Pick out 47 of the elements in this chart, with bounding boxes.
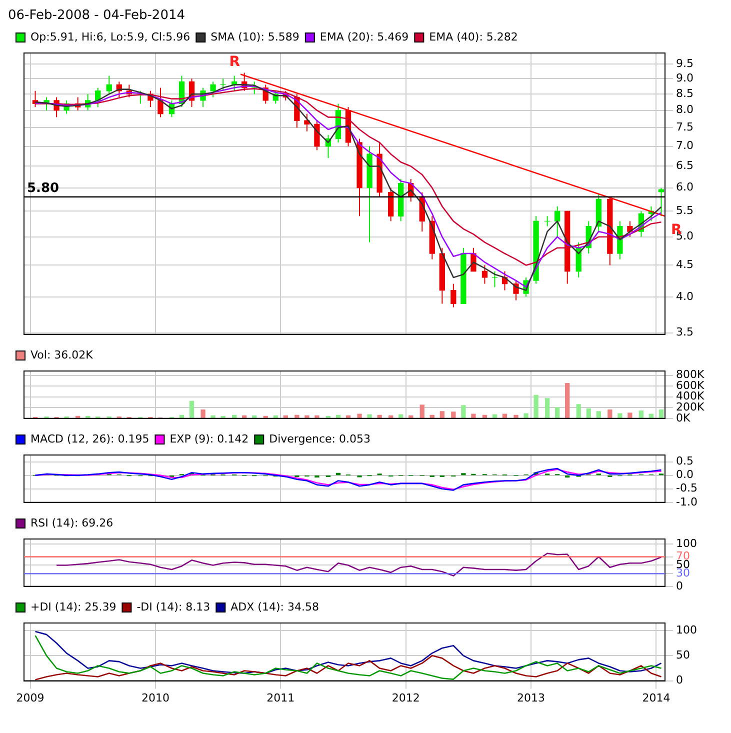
x-tick-label: 2014 bbox=[642, 691, 670, 704]
y-tick-label: 7.5 bbox=[676, 120, 694, 134]
x-tick-label: 2010 bbox=[141, 691, 170, 704]
y-tick-label: 6.5 bbox=[676, 159, 694, 172]
y-tick-label: 8.5 bbox=[676, 86, 694, 100]
legend-label: SMA (10): 5.589 bbox=[210, 30, 300, 44]
legend-label: -DI (14): 8.13 bbox=[136, 600, 210, 614]
legend-label: Op:5.91, Hi:6, Lo:5.9, Cl:5.96 bbox=[30, 30, 190, 44]
chart-title: 06-Feb-2008 - 04-Feb-2014 bbox=[8, 8, 186, 25]
x-tick-label: 2009 bbox=[16, 691, 44, 704]
y-tick-label: 0 bbox=[676, 674, 683, 687]
y-tick-label: 50 bbox=[676, 648, 690, 662]
x-tick-label: 2011 bbox=[266, 691, 295, 704]
legend-label: EMA (20): 5.469 bbox=[320, 30, 409, 44]
x-tick-label: 2013 bbox=[517, 691, 546, 704]
ref-line-label: 5.80 bbox=[27, 180, 60, 196]
legend-label: Vol: 36.02K bbox=[30, 348, 94, 362]
y-tick-label: 200K bbox=[676, 400, 705, 414]
y-tick-label: 7.0 bbox=[676, 139, 694, 152]
legend-label: EXP (9): 0.142 bbox=[170, 432, 249, 446]
y-tick-label: 0.0 bbox=[676, 468, 694, 482]
y-tick-label: 100 bbox=[676, 623, 697, 636]
y-tick-label: -0.5 bbox=[676, 482, 698, 495]
legend-label: RSI (14): 69.26 bbox=[30, 516, 114, 530]
y-tick-label: 6.0 bbox=[676, 180, 694, 194]
y-tick-label: 800K bbox=[676, 368, 705, 382]
y-tick-label: 4.5 bbox=[676, 258, 694, 272]
legend-label: MACD (12, 26): 0.195 bbox=[30, 432, 150, 446]
y-tick-label: -1.0 bbox=[676, 495, 698, 508]
y-tick-label: 4.0 bbox=[676, 290, 694, 303]
y-tick-label: 400K bbox=[676, 390, 705, 403]
y-tick-label: 0 bbox=[676, 579, 683, 592]
y-tick-label: 9.0 bbox=[676, 72, 694, 85]
y-tick-label: 600K bbox=[676, 378, 705, 392]
annotation: R bbox=[229, 54, 240, 70]
y-tick-label: 8.0 bbox=[676, 103, 694, 116]
y-tick-label: 9.5 bbox=[676, 56, 694, 70]
y-tick-label: 3.5 bbox=[676, 326, 694, 339]
y-tick-label: 0.5 bbox=[676, 454, 694, 468]
legend-label: Divergence: 0.053 bbox=[269, 432, 370, 446]
x-tick-label: 2012 bbox=[392, 691, 420, 704]
y-tick-label: 0K bbox=[676, 411, 691, 424]
legend-label: ADX (14): 34.58 bbox=[230, 600, 319, 614]
y-tick-label: 5.5 bbox=[676, 204, 694, 218]
legend-label: EMA (40): 5.282 bbox=[429, 30, 518, 44]
legend-label: +DI (14): 25.39 bbox=[30, 600, 116, 614]
y-tick-label: 100 bbox=[676, 536, 697, 550]
